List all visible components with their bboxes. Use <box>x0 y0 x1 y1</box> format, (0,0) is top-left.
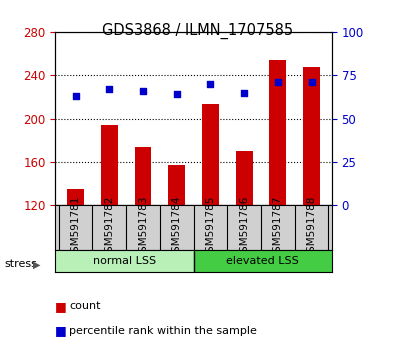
Text: GSM591788: GSM591788 <box>307 196 316 259</box>
Point <box>106 86 113 92</box>
Text: count: count <box>69 301 101 311</box>
Point <box>173 91 180 97</box>
Text: GSM591785: GSM591785 <box>205 196 215 259</box>
Bar <box>135 147 151 205</box>
Text: GSM591782: GSM591782 <box>104 196 114 259</box>
Point <box>207 81 214 87</box>
Text: GSM591781: GSM591781 <box>71 196 81 259</box>
Text: normal LSS: normal LSS <box>93 256 156 266</box>
Bar <box>168 165 185 205</box>
Point <box>241 90 247 95</box>
Text: GDS3868 / ILMN_1707585: GDS3868 / ILMN_1707585 <box>102 23 293 39</box>
Text: ■: ■ <box>55 300 67 313</box>
Bar <box>101 125 118 205</box>
Text: GSM591783: GSM591783 <box>138 196 148 259</box>
Text: ▶: ▶ <box>33 259 40 269</box>
Bar <box>236 151 252 205</box>
Text: ■: ■ <box>55 325 67 337</box>
Point <box>275 79 281 85</box>
Point <box>140 88 146 94</box>
Text: GSM591787: GSM591787 <box>273 196 283 259</box>
Text: elevated LSS: elevated LSS <box>226 256 299 266</box>
Text: GSM591786: GSM591786 <box>239 196 249 259</box>
Text: percentile rank within the sample: percentile rank within the sample <box>69 326 257 336</box>
Point <box>72 93 79 99</box>
Bar <box>269 60 286 205</box>
Bar <box>303 67 320 205</box>
Text: GSM591784: GSM591784 <box>172 196 182 259</box>
Bar <box>67 189 84 205</box>
Point <box>308 79 315 85</box>
Bar <box>202 104 219 205</box>
Text: stress: stress <box>5 259 38 269</box>
